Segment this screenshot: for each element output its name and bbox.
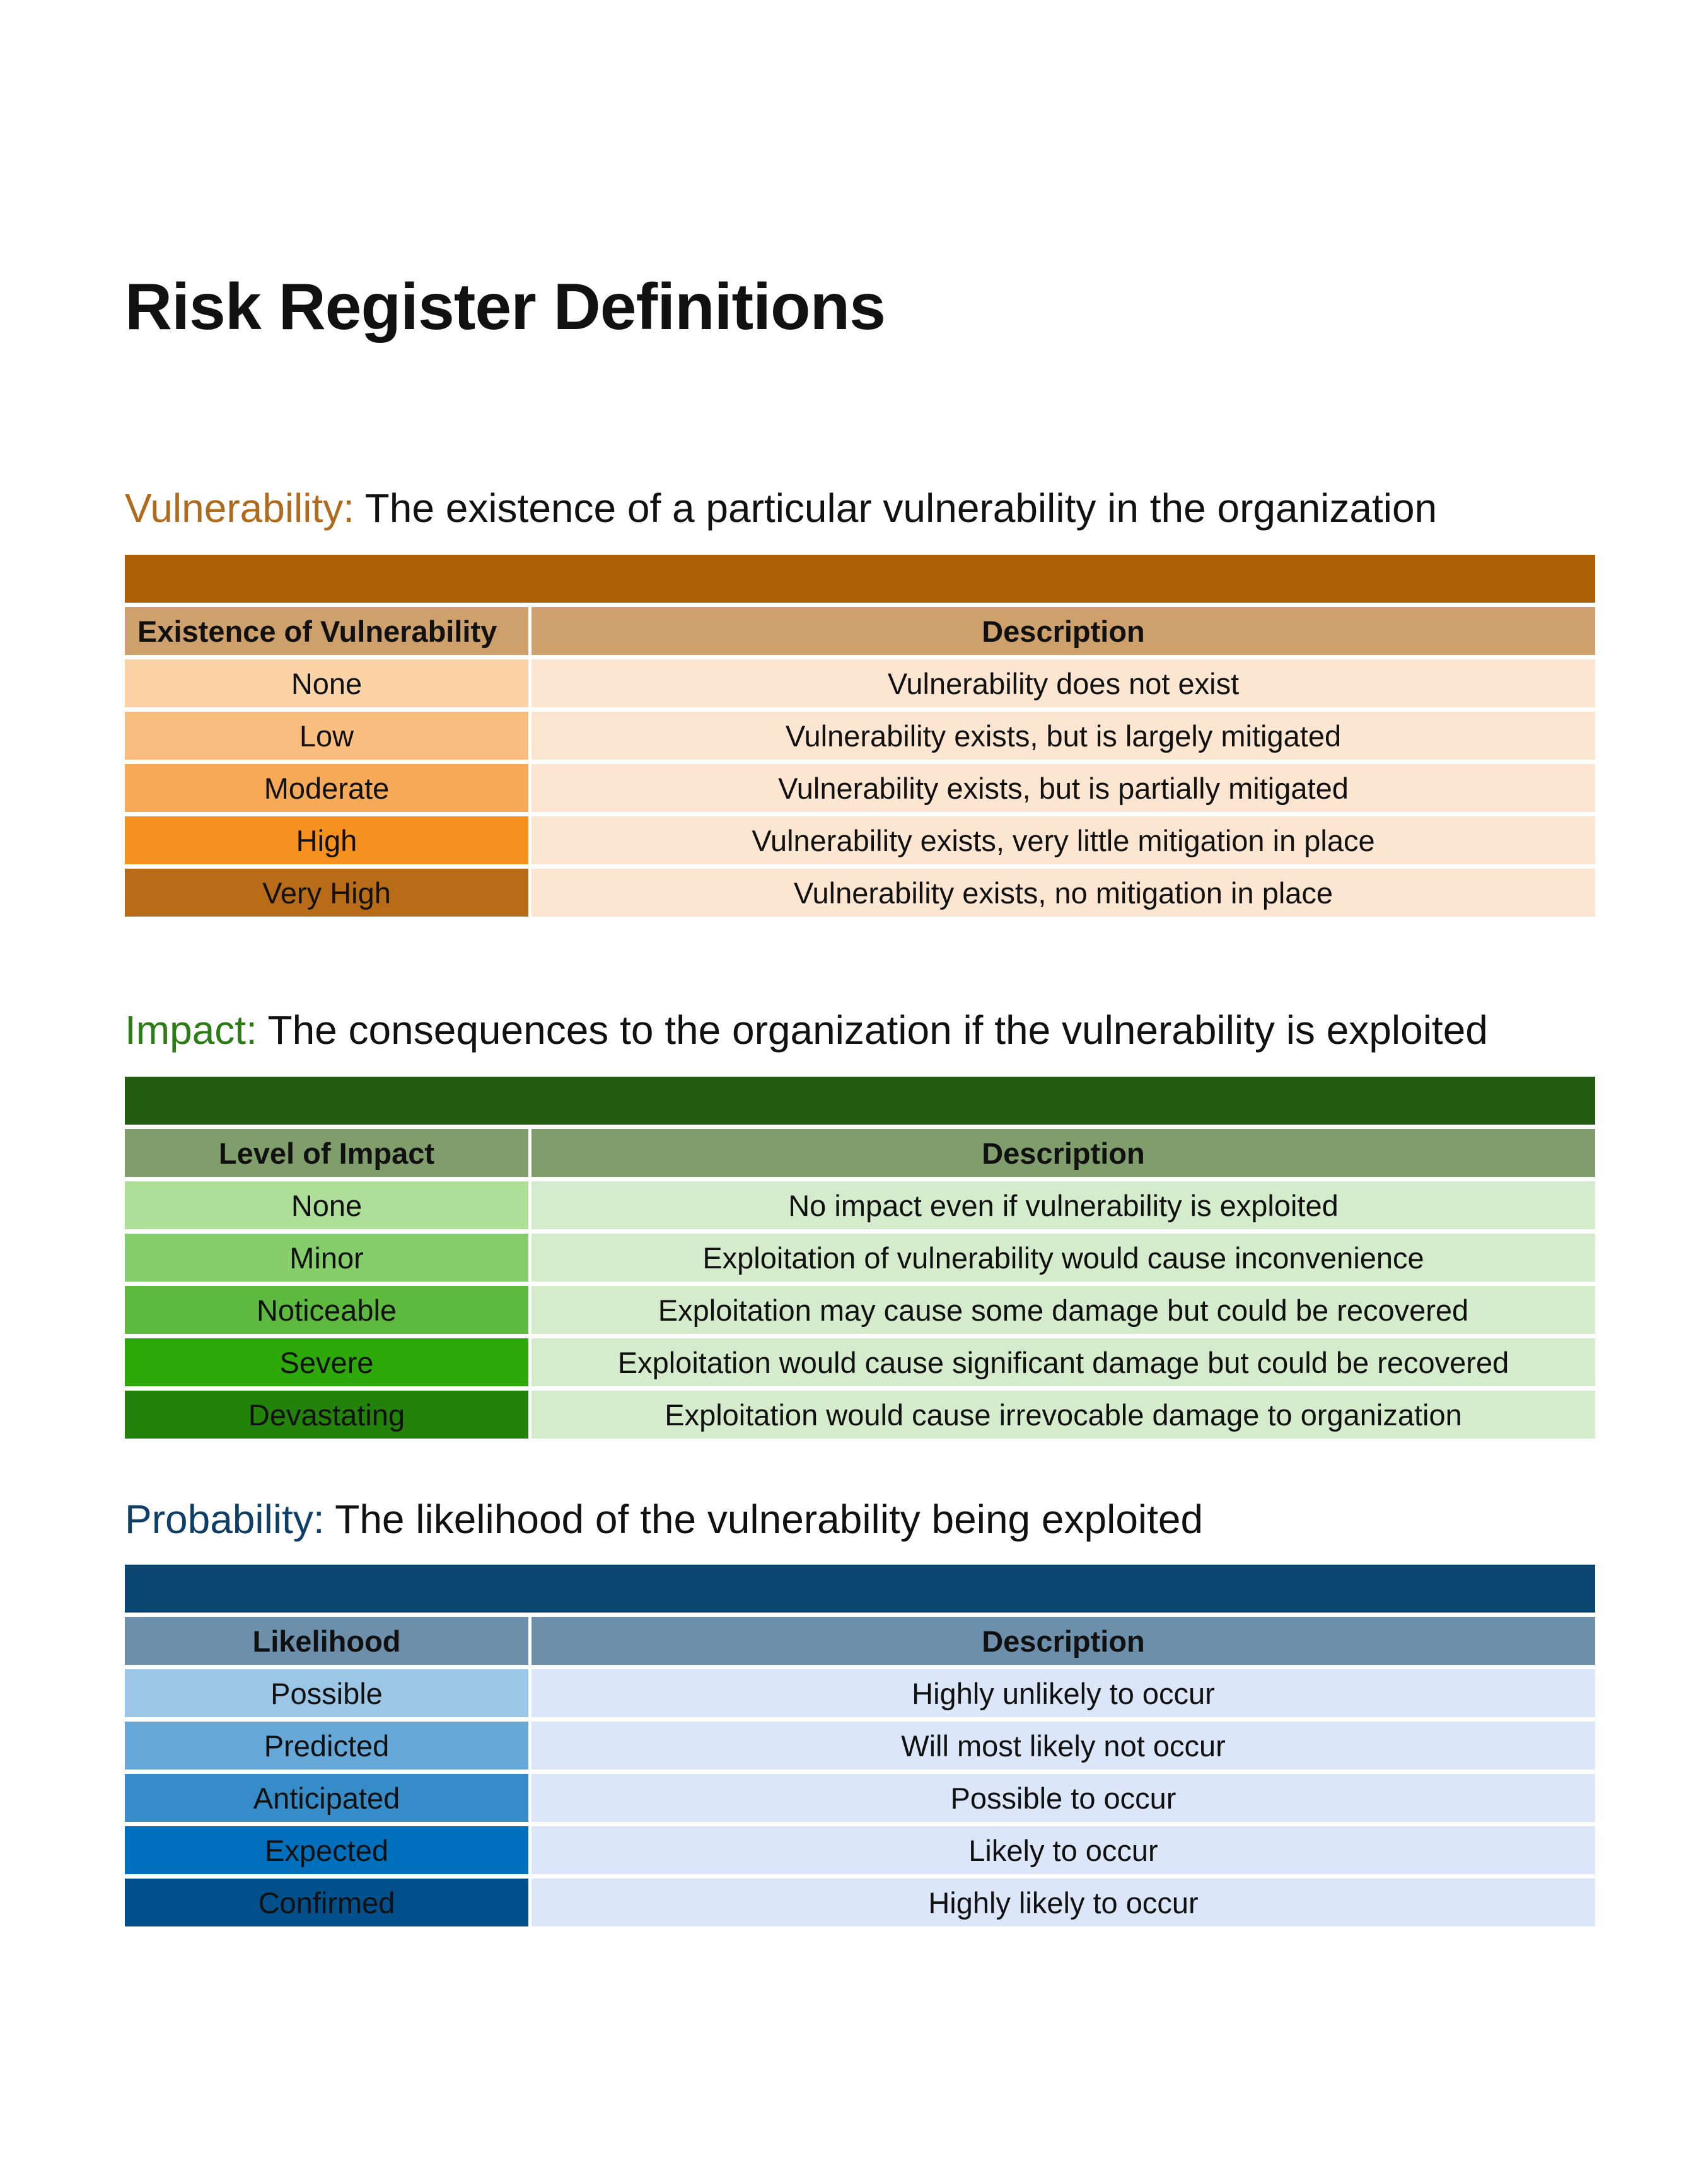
page-title: Risk Register Definitions <box>125 270 886 344</box>
table-header-row: Existence of Vulnerability Description <box>125 607 1595 655</box>
description-cell: Possible to occur <box>532 1774 1595 1822</box>
description-cell: Highly likely to occur <box>532 1879 1595 1926</box>
table-row: None No impact even if vulnerability is … <box>125 1181 1595 1229</box>
vulnerability-section: Vulnerability: The existence of a partic… <box>125 484 1595 917</box>
table-header-row: Likelihood Description <box>125 1617 1595 1665</box>
vulnerability-table: Existence of Vulnerability Description N… <box>125 555 1595 917</box>
table-row: Expected Likely to occur <box>125 1826 1595 1874</box>
level-cell: Moderate <box>125 764 528 812</box>
section-keyword: Probability: <box>125 1497 325 1542</box>
level-cell: Minor <box>125 1234 528 1282</box>
table-row: Noticeable Exploitation may cause some d… <box>125 1286 1595 1334</box>
description-cell: Exploitation may cause some damage but c… <box>532 1286 1595 1334</box>
column-header: Level of Impact <box>125 1129 528 1177</box>
level-cell: Very High <box>125 869 528 917</box>
description-cell: Vulnerability exists, very little mitiga… <box>532 816 1595 864</box>
table-row: High Vulnerability exists, very little m… <box>125 816 1595 864</box>
column-header: Description <box>532 607 1595 655</box>
description-cell: No impact even if vulnerability is explo… <box>532 1181 1595 1229</box>
table-row: Low Vulnerability exists, but is largely… <box>125 712 1595 760</box>
section-keyword: Vulnerability: <box>125 485 355 531</box>
section-heading: Probability: The likelihood of the vulne… <box>125 1495 1595 1544</box>
level-cell: High <box>125 816 528 864</box>
table-row: Severe Exploitation would cause signific… <box>125 1338 1595 1386</box>
table-row: Minor Exploitation of vulnerability woul… <box>125 1234 1595 1282</box>
table-banner <box>125 555 1595 603</box>
probability-table: Likelihood Description Possible Highly u… <box>125 1565 1595 1926</box>
description-cell: Exploitation would cause irrevocable dam… <box>532 1391 1595 1439</box>
table-header-row: Level of Impact Description <box>125 1129 1595 1177</box>
level-cell: None <box>125 659 528 707</box>
description-cell: Exploitation would cause significant dam… <box>532 1338 1595 1386</box>
level-cell: Confirmed <box>125 1879 528 1926</box>
section-heading: Vulnerability: The existence of a partic… <box>125 484 1595 533</box>
table-row: Very High Vulnerability exists, no mitig… <box>125 869 1595 917</box>
description-cell: Vulnerability exists, but is partially m… <box>532 764 1595 812</box>
level-cell: Devastating <box>125 1391 528 1439</box>
table-row: Confirmed Highly likely to occur <box>125 1879 1595 1926</box>
impact-table: Level of Impact Description None No impa… <box>125 1077 1595 1439</box>
description-cell: Likely to occur <box>532 1826 1595 1874</box>
table-row: Anticipated Possible to occur <box>125 1774 1595 1822</box>
description-cell: Vulnerability exists, but is largely mit… <box>532 712 1595 760</box>
description-cell: Vulnerability exists, no mitigation in p… <box>532 869 1595 917</box>
description-cell: Vulnerability does not exist <box>532 659 1595 707</box>
table-banner <box>125 1565 1595 1613</box>
level-cell: None <box>125 1181 528 1229</box>
column-header: Description <box>532 1617 1595 1665</box>
level-cell: Anticipated <box>125 1774 528 1822</box>
description-cell: Will most likely not occur <box>532 1722 1595 1770</box>
section-definition: The consequences to the organization if … <box>267 1007 1488 1053</box>
level-cell: Expected <box>125 1826 528 1874</box>
level-cell: Possible <box>125 1669 528 1717</box>
description-cell: Exploitation of vulnerability would caus… <box>532 1234 1595 1282</box>
section-definition: The likelihood of the vulnerability bein… <box>335 1497 1204 1542</box>
probability-section: Probability: The likelihood of the vulne… <box>125 1495 1595 1926</box>
table-row: Devastating Exploitation would cause irr… <box>125 1391 1595 1439</box>
table-row: Moderate Vulnerability exists, but is pa… <box>125 764 1595 812</box>
level-cell: Predicted <box>125 1722 528 1770</box>
section-heading: Impact: The consequences to the organiza… <box>125 1006 1595 1055</box>
level-cell: Noticeable <box>125 1286 528 1334</box>
column-header: Description <box>532 1129 1595 1177</box>
section-definition: The existence of a particular vulnerabil… <box>364 485 1438 531</box>
level-cell: Severe <box>125 1338 528 1386</box>
level-cell: Low <box>125 712 528 760</box>
table-row: Predicted Will most likely not occur <box>125 1722 1595 1770</box>
table-row: Possible Highly unlikely to occur <box>125 1669 1595 1717</box>
description-cell: Highly unlikely to occur <box>532 1669 1595 1717</box>
table-row: None Vulnerability does not exist <box>125 659 1595 707</box>
column-header: Existence of Vulnerability <box>125 607 528 655</box>
impact-section: Impact: The consequences to the organiza… <box>125 1006 1595 1439</box>
table-banner <box>125 1077 1595 1125</box>
column-header: Likelihood <box>125 1617 528 1665</box>
section-keyword: Impact: <box>125 1007 257 1053</box>
